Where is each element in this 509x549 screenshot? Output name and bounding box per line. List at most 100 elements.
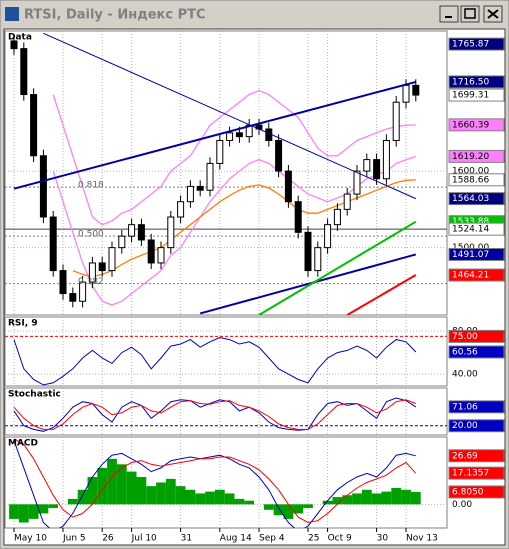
price-marker [448, 118, 505, 132]
panel [4, 316, 448, 387]
fibo-label: 0.382 [78, 277, 104, 287]
candle-body [392, 101, 400, 141]
candle-body [382, 139, 390, 180]
x-tick-label: Jun 5 [62, 534, 86, 544]
maximize-button[interactable] [460, 5, 480, 23]
histogram-bar [146, 486, 157, 505]
candle-body [206, 162, 214, 191]
histogram-bar [332, 497, 343, 505]
price-marker [448, 192, 505, 206]
x-tick-label: Jul 10 [131, 534, 157, 544]
price-marker [448, 268, 505, 282]
panel-label: MACD [8, 439, 38, 449]
histogram-bar [342, 495, 353, 505]
price-marker [448, 466, 505, 480]
price-marker-label: 75.00 [452, 332, 478, 342]
candle-body [49, 216, 57, 272]
candle-body [167, 216, 175, 249]
price-marker [448, 400, 505, 414]
x-tick-label: May 10 [14, 534, 47, 544]
candle-body [186, 185, 194, 203]
indicator-line [13, 440, 416, 528]
close-button[interactable] [483, 5, 503, 23]
histogram-bar [28, 504, 39, 519]
x-tick-label: Aug 14 [220, 534, 252, 544]
x-tick-label: Oct 9 [328, 534, 352, 544]
x-tick-label: Sep 4 [259, 534, 285, 544]
histogram-bar [293, 504, 304, 514]
histogram-bar [9, 504, 19, 519]
histogram-bar [214, 489, 225, 505]
candle-body [69, 293, 77, 302]
candle-body [128, 224, 136, 237]
price-marker [448, 345, 505, 359]
fibo-label: 0.818 [78, 181, 104, 191]
histogram-bar [244, 500, 255, 505]
candle-body [373, 159, 381, 180]
candle-body [20, 48, 28, 96]
histogram-bar [165, 478, 176, 505]
indicator-line [52, 90, 416, 226]
histogram-bar [263, 504, 274, 510]
candle-body [98, 262, 106, 272]
candle-body [39, 155, 47, 218]
candle-body [216, 139, 224, 164]
price-marker [448, 88, 505, 102]
histogram-bar [352, 493, 362, 505]
candle-body [304, 231, 312, 272]
candle-body [118, 235, 126, 249]
histogram-bar [283, 504, 294, 519]
price-marker-label: 17.1357 [452, 469, 489, 479]
panel-plot [5, 31, 447, 315]
histogram-bar [391, 487, 402, 505]
histogram-bar [48, 504, 59, 508]
indicator-line [13, 397, 417, 432]
histogram-bar [116, 464, 127, 505]
panel-label: Data [8, 33, 32, 43]
price-marker-label: 1564.03 [452, 194, 489, 204]
minimize-button[interactable] [439, 5, 459, 23]
price-marker [448, 329, 505, 343]
histogram-bar [136, 477, 147, 505]
histogram-bar [185, 489, 196, 505]
histogram-bar [175, 486, 186, 505]
indicator-line [13, 336, 417, 386]
candle-body [137, 224, 145, 241]
x-tick-label: 30 [377, 534, 389, 544]
price-marker [448, 149, 505, 163]
y-tick-label: 0.00 [452, 500, 472, 510]
candle-body [402, 84, 410, 103]
histogram-bar [77, 489, 88, 505]
title-bar [2, 2, 507, 26]
candle-body [226, 132, 234, 141]
window-title: RTSI, Daily - Индекс РТС [24, 8, 206, 23]
candle-body [324, 224, 332, 249]
candle-body [108, 247, 116, 272]
candle-body [147, 239, 155, 264]
panel-plot [5, 388, 447, 435]
histogram-bar [126, 471, 137, 505]
price-marker-label: 1716.50 [452, 77, 489, 87]
candle-body [235, 132, 243, 138]
candle-body [284, 170, 292, 203]
histogram-bar [205, 491, 215, 505]
indicator-line [13, 399, 416, 430]
app-icon [5, 7, 19, 21]
price-marker-label: 60.56 [452, 347, 478, 357]
price-marker-label: 1524.14 [452, 225, 489, 235]
histogram-bar [410, 491, 421, 505]
histogram-bar [381, 491, 392, 505]
price-marker-label: 1619.20 [452, 152, 489, 162]
x-tick-label: 25 [308, 534, 319, 544]
price-marker [448, 75, 505, 89]
x-tick-label: 26 [102, 534, 114, 544]
trendline [13, 80, 417, 190]
price-marker-label: 71.06 [452, 402, 478, 412]
price-marker [448, 37, 505, 51]
histogram-bar [234, 498, 245, 505]
histogram-bar [18, 504, 29, 523]
histogram-bar [361, 489, 372, 505]
price-marker-label: 1588.66 [452, 175, 489, 185]
trendline [199, 253, 417, 315]
